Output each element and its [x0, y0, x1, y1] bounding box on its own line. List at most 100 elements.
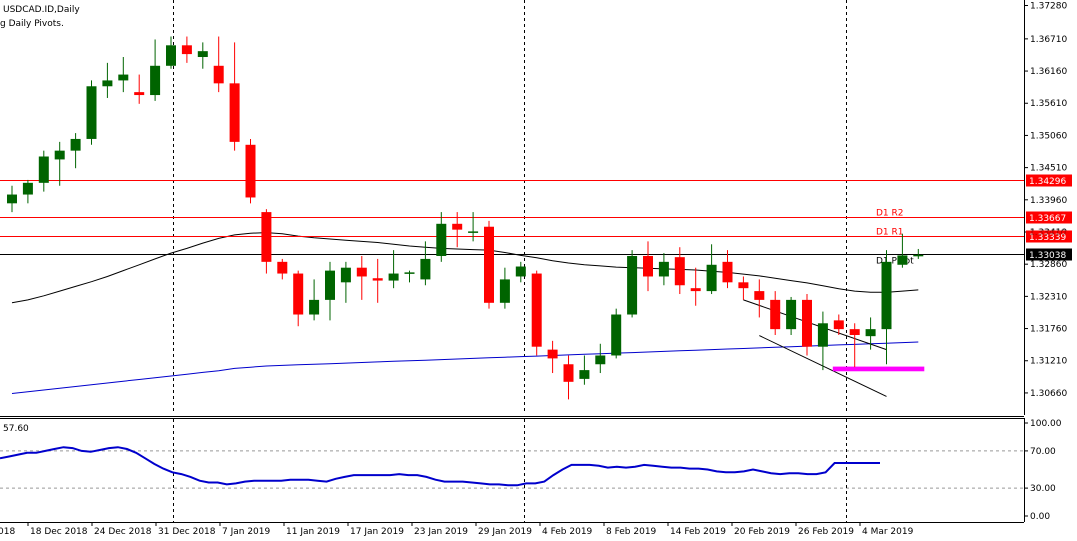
candle [7, 185, 17, 213]
rsi-grid [0, 419, 1024, 522]
candle [897, 233, 908, 268]
candle [674, 247, 685, 295]
candle-body [897, 255, 908, 265]
candle-body [325, 270, 335, 300]
price-tick-label: 1.36160 [1030, 67, 1067, 77]
price-tag [1026, 211, 1072, 224]
candle [38, 150, 49, 192]
rsi-tick-label: 30.00 [1030, 484, 1056, 494]
rsi-tick-labels: 100.00 70.00 30.00 0.00 [1024, 419, 1062, 522]
candle [499, 267, 510, 309]
rsi-panel: 57.60 [0, 419, 1024, 522]
candle-body [118, 74, 129, 81]
candle [404, 270, 415, 283]
candle [54, 141, 65, 186]
candle [293, 270, 304, 327]
candle [833, 314, 844, 335]
main-vgrid [173, 0, 847, 414]
candle-body [531, 273, 542, 347]
time-tick-label: 8 Feb 2019 [606, 527, 657, 537]
price-tag [1026, 230, 1072, 243]
candle-body [913, 254, 924, 257]
candle [786, 296, 797, 335]
candle [849, 323, 860, 368]
price-tick-label: 1.30660 [1030, 389, 1067, 399]
time-tick-label: 17 Jan 2019 [350, 527, 404, 537]
candle [181, 36, 192, 63]
candle [817, 311, 828, 371]
price-tick-label: 1.35610 [1030, 99, 1067, 109]
pivot-line-label: D1 R2 [876, 209, 904, 219]
price-tag-text: 1.34296 [1029, 177, 1066, 187]
candle-body [738, 282, 749, 289]
candle-body [643, 255, 653, 277]
candle [658, 253, 669, 286]
candle [531, 270, 542, 356]
candle-body [277, 261, 288, 274]
price-tick-label: 1.32860 [1030, 260, 1067, 270]
time-tick-label: 24 Dec 2018 [94, 527, 152, 537]
candle [372, 258, 383, 303]
candle [690, 267, 701, 306]
candle-body [181, 45, 192, 55]
candle-body [245, 144, 256, 198]
candle [118, 57, 129, 93]
time-tick-label: 4 Mar 2019 [862, 527, 914, 537]
candle-body [293, 273, 304, 315]
candle-body [833, 320, 844, 330]
ma-long-polyline [11, 341, 919, 394]
candle-body [754, 291, 765, 300]
candle [325, 261, 335, 321]
candle-body [452, 223, 463, 230]
time-tick-label: 18 Dec 2018 [30, 527, 88, 537]
candle [547, 340, 558, 374]
candle-body [563, 364, 574, 382]
time-tick-label: 31 Dec 2018 [158, 527, 216, 537]
candle [340, 261, 351, 303]
candle-body [515, 266, 526, 277]
time-tick-label: 14 Feb 2019 [670, 527, 726, 537]
time-tick-label: 29 Jan 2019 [478, 527, 532, 537]
candle [563, 355, 574, 400]
candle [579, 355, 590, 385]
indicator-label: g Daily Pivots. [0, 19, 64, 29]
candle [770, 291, 781, 335]
candle-body [166, 45, 176, 66]
candle-body [261, 212, 272, 262]
candle-body [356, 267, 367, 277]
candle [197, 42, 208, 69]
symbol-label: USDCAD.ID,Daily [3, 5, 80, 15]
price-tick-label: 1.32310 [1030, 292, 1067, 302]
candle-body [690, 288, 701, 292]
time-tick-label: 20 Feb 2019 [734, 527, 790, 537]
candle-body [388, 273, 399, 281]
candles [7, 36, 924, 400]
candle [166, 36, 176, 69]
candle [484, 220, 494, 309]
candle-body [849, 329, 860, 335]
candle [213, 36, 224, 93]
rsi-polyline [0, 446, 880, 487]
price-tick-label: 1.34510 [1030, 164, 1067, 174]
candle-body [658, 261, 669, 277]
candle-body [579, 370, 590, 379]
time-tick-label: 26 Feb 2019 [798, 527, 854, 537]
price-tick-label: 1.31210 [1030, 357, 1067, 367]
candle-body [484, 226, 494, 303]
candle [452, 212, 463, 248]
price-tick-labels: 1.37280 1.36710 1.36160 1.35610 1.35060 1.345… [1024, 2, 1067, 399]
candle-body [547, 349, 558, 359]
main-chart: D1 R2 D1 R1 D1 Pivot USDCAD.ID,Daily g Dai… [0, 0, 1024, 414]
candle-body [70, 138, 81, 151]
rsi-tick-label: 0.00 [1030, 512, 1050, 522]
candle [261, 209, 272, 274]
candle [722, 250, 733, 289]
candle [150, 39, 161, 101]
candle-body [340, 267, 351, 283]
support-zone-rect [832, 366, 925, 372]
candle-body [865, 329, 876, 337]
pivot-lines: D1 R2 D1 R1 D1 Pivot [0, 180, 1024, 267]
trendline [743, 299, 887, 351]
price-tick-label: 1.36710 [1030, 35, 1067, 45]
ma-short-polyline [11, 232, 919, 304]
